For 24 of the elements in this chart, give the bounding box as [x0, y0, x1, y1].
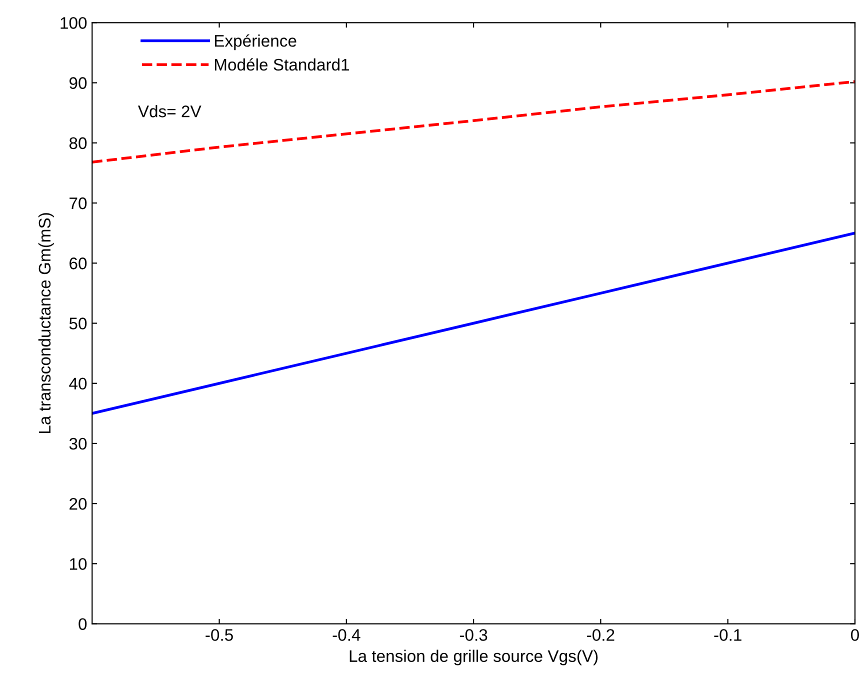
- y-tick-label: 60: [70, 258, 87, 270]
- y-axis-title: La transconductance Gm(mS): [38, 213, 54, 434]
- y-tick-label: 70: [70, 197, 87, 210]
- y-tick-label: 0: [78, 618, 87, 630]
- y-tick-label: 100: [60, 17, 87, 29]
- x-tick-label: -0.3: [460, 629, 488, 641]
- y-tick-label: 30: [69, 438, 87, 450]
- y-tick-label: 10: [70, 558, 87, 570]
- x-tick-label: -0.1: [714, 629, 742, 641]
- x-tick-label: 0: [850, 629, 859, 641]
- legend-label: Expérience: [214, 34, 296, 50]
- x-tick-label: -0.4: [332, 629, 360, 641]
- y-tick-label: 40: [69, 378, 87, 390]
- x-tick-label: -0.2: [587, 629, 614, 641]
- y-tick-label: 80: [69, 137, 87, 150]
- y-tick-label: 20: [70, 498, 87, 510]
- line-series: [92, 80, 855, 164]
- y-tick-label: 90: [70, 77, 87, 89]
- x-tick-label: -0.5: [206, 629, 233, 641]
- x-axis-title: La tension de grille source Vgs(V): [350, 650, 598, 666]
- y-tick-label: 50: [69, 318, 87, 330]
- annotation: Vds= 2V: [138, 105, 202, 118]
- legend-label: Modéle Standard1: [214, 58, 349, 71]
- line-series: [92, 232, 855, 415]
